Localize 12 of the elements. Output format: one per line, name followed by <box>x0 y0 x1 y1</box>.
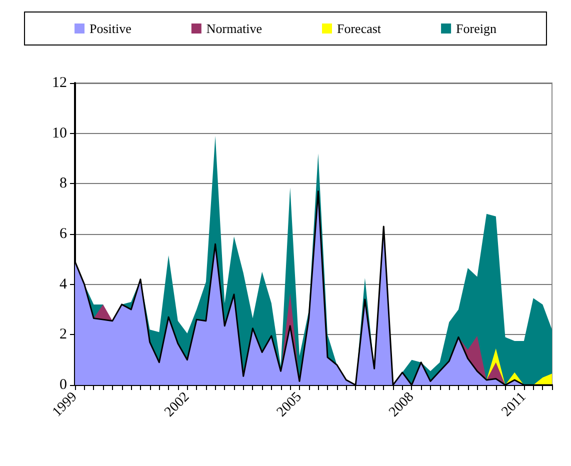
y-tick-label: 0 <box>60 377 67 393</box>
legend-label: Forecast <box>337 21 382 36</box>
y-tick-label: 12 <box>52 75 67 91</box>
y-tick-label: 2 <box>60 326 67 343</box>
y-tick-label: 8 <box>60 176 67 192</box>
y-tick-label: 10 <box>52 125 67 142</box>
y-tick-label: 4 <box>60 276 68 292</box>
legend-label: Foreign <box>456 21 497 36</box>
y-tick-label: 6 <box>60 226 68 242</box>
x-tick-label: 2011 <box>499 390 530 420</box>
legend-label: Positive <box>90 21 132 36</box>
legend-label: Normative <box>206 21 262 36</box>
